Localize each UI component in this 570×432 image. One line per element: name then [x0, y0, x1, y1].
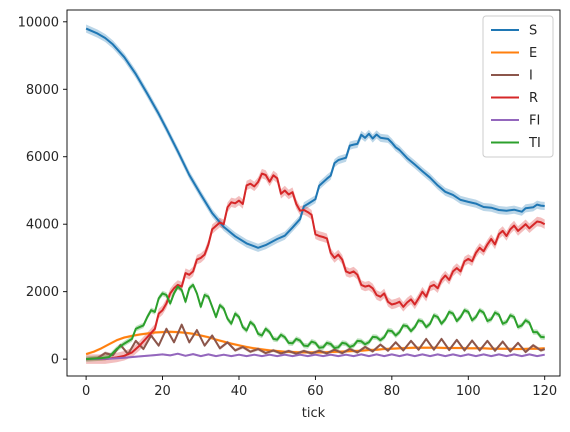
x-tick-label: 100 — [456, 384, 481, 399]
y-tick-label: 6000 — [26, 150, 59, 165]
legend-label-fi: FI — [529, 114, 540, 129]
series-line-i — [86, 323, 546, 361]
legend-label-i: I — [529, 69, 533, 84]
x-tick-label: 40 — [231, 384, 248, 399]
x-tick-label: 60 — [307, 384, 324, 399]
x-axis: 0 20 40 60 80 100 120 — [82, 376, 557, 399]
y-tick-label: 2000 — [26, 285, 59, 300]
series-line-ti — [86, 283, 545, 361]
legend-label-s: S — [529, 24, 537, 39]
x-tick-label: 20 — [154, 384, 171, 399]
legend-label-r: R — [529, 91, 538, 106]
series-line-fi — [86, 352, 545, 361]
x-tick-label: 120 — [532, 384, 557, 399]
series-lines — [85, 27, 546, 361]
x-tick-label: 80 — [384, 384, 401, 399]
series-line-s — [85, 27, 545, 249]
x-tick-label: 0 — [82, 384, 90, 399]
legend-label-ti: TI — [528, 136, 541, 151]
plot-frame — [66, 9, 561, 377]
legend-frame — [482, 15, 554, 158]
legend-label-e: E — [529, 46, 537, 61]
y-tick-label: 10000 — [18, 15, 59, 30]
y-tick-label: 4000 — [26, 218, 59, 233]
y-axis: 0 2000 4000 6000 8000 10000 — [18, 15, 67, 368]
y-tick-label: 0 — [51, 353, 59, 368]
y-tick-label: 8000 — [26, 83, 59, 98]
series-line-r — [86, 172, 546, 361]
x-axis-label: tick — [302, 406, 326, 421]
